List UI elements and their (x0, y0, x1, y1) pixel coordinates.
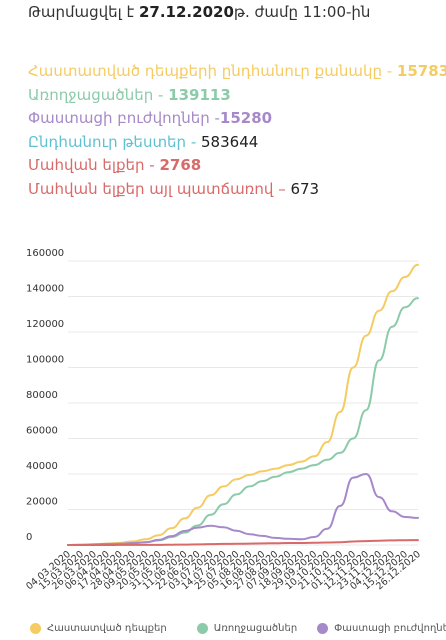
y-tick-label: 160000 (26, 248, 64, 259)
legend-item-confirmed[interactable]: Հաստատված դեպքեր (30, 622, 167, 634)
legend-item-recovered[interactable]: Առողջացածներ (196, 622, 298, 634)
y-tick-label: 80000 (26, 390, 58, 401)
legend-label: Հաստատված դեպքեր (47, 622, 167, 634)
stat-value: 673 (290, 179, 320, 198)
stat-recovered: Առողջացածներ - 139113 (28, 84, 446, 108)
stat-label: Ընդհանուր թեստեր - (28, 132, 202, 151)
stat-label: Հաստատված դեպքերի ընդհանուր քանակը - (28, 62, 397, 80)
y-tick-label: 100000 (26, 355, 64, 366)
y-tick-label: 0 (26, 532, 32, 543)
updated-time: թ. ժամը 11:00-ին (233, 3, 371, 21)
legend-label: Փաստացի բուժվողներ (334, 622, 446, 634)
stat-value: 139113 (168, 85, 231, 104)
stat-active: Փաստացի բուժվողներ -15280 (28, 107, 446, 131)
stat-tests: Ընդհանուր թեստեր - 583644 (28, 131, 446, 155)
legend-dot-icon (317, 622, 329, 634)
updated-date: 27.12.2020 (138, 3, 234, 21)
line-chart: 0 20000 40000 60000 80000 100000 120000 140000 1… (24, 248, 423, 592)
legend-dot-icon (30, 622, 41, 634)
updated-line: Թարմացվել է 27.12.2020թ. ժամը 11:00-ին (28, 3, 370, 21)
stats-list: Հաստատված դեպքերի ընդհանուր քանակը - 157… (28, 60, 446, 201)
legend-label: Առողջացածներ (213, 622, 298, 634)
series-line-2 (67, 473, 419, 546)
legend-dot-icon (196, 622, 208, 634)
y-tick-label: 60000 (26, 426, 58, 437)
legend-item-active[interactable]: Փաստացի բուժվողներ (317, 622, 446, 634)
y-tick-label: 140000 (26, 284, 64, 295)
stat-label: Մահվան ելքեր - (28, 156, 160, 174)
stat-value: 583644 (201, 132, 259, 151)
stat-label: Մահվան ելքեր այլ պատճառով – (28, 179, 291, 198)
stat-label: Առողջացածներ - (28, 85, 169, 104)
y-tick-label: 40000 (26, 461, 58, 472)
stat-deaths: Մահվան ելքեր - 2768 (28, 154, 446, 178)
stat-deaths-other: Մահվան ելքեր այլ պատճառով – 673 (28, 178, 446, 202)
stat-label: Փաստացի բուժվողներ - (28, 109, 220, 127)
series-line-3 (67, 539, 419, 546)
y-tick-label: 20000 (26, 497, 58, 508)
y-tick-label: 120000 (26, 319, 64, 330)
stat-value: 15280 (219, 109, 273, 127)
chart-legend: Հաստատված դեպքեր Առողջացածներ Փաստացի բո… (30, 619, 446, 637)
series-line-0 (67, 263, 419, 546)
updated-label: Թարմացվել է (28, 3, 135, 21)
stat-value: 2768 (159, 156, 202, 174)
stat-value: 157834 (396, 62, 446, 80)
stat-confirmed: Հաստատված դեպքերի ընդհանուր քանակը - 157… (28, 60, 446, 84)
